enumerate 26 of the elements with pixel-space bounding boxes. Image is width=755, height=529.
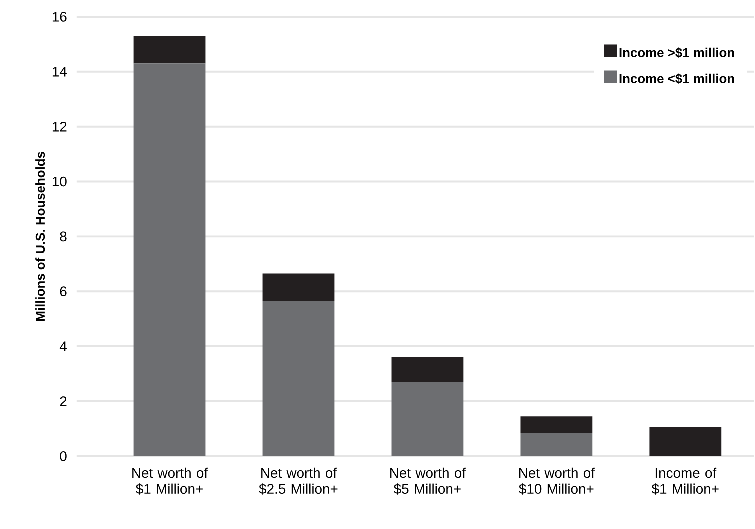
x-tick-label: Net worth of $10 Million+ — [519, 468, 595, 495]
y-tick-label: 14 — [52, 66, 67, 77]
y-tick-label: 12 — [52, 122, 67, 132]
bar — [262, 301, 335, 456]
y-axis-title: Millions of U.S. Households — [36, 152, 46, 321]
y-tick-label: 4 — [60, 342, 67, 352]
legend-label: Income <$1 million — [620, 74, 734, 84]
y-tick-label: 8 — [60, 232, 67, 242]
bar — [392, 382, 464, 456]
bar — [262, 274, 335, 302]
y-tick-label: 10 — [52, 176, 67, 187]
bar — [134, 36, 206, 64]
bar — [134, 64, 206, 456]
x-tick-label: Net worth of $1 Million+ — [132, 468, 208, 495]
y-tick-label: 0 — [60, 451, 67, 462]
y-tick-label: 6 — [60, 286, 67, 296]
bar — [520, 432, 593, 456]
bar — [650, 427, 722, 456]
y-tick-label: 16 — [52, 12, 67, 22]
x-tick-label: Net worth of $2.5 Million+ — [259, 468, 338, 495]
y-tick-label: 2 — [60, 396, 67, 406]
bar — [392, 357, 464, 382]
bar — [520, 416, 593, 433]
x-tick-label: Net worth of $5 Million+ — [390, 468, 466, 495]
legend-label: Income >$1 million — [620, 48, 734, 58]
x-tick-label: Income of $1 Million+ — [652, 468, 719, 495]
